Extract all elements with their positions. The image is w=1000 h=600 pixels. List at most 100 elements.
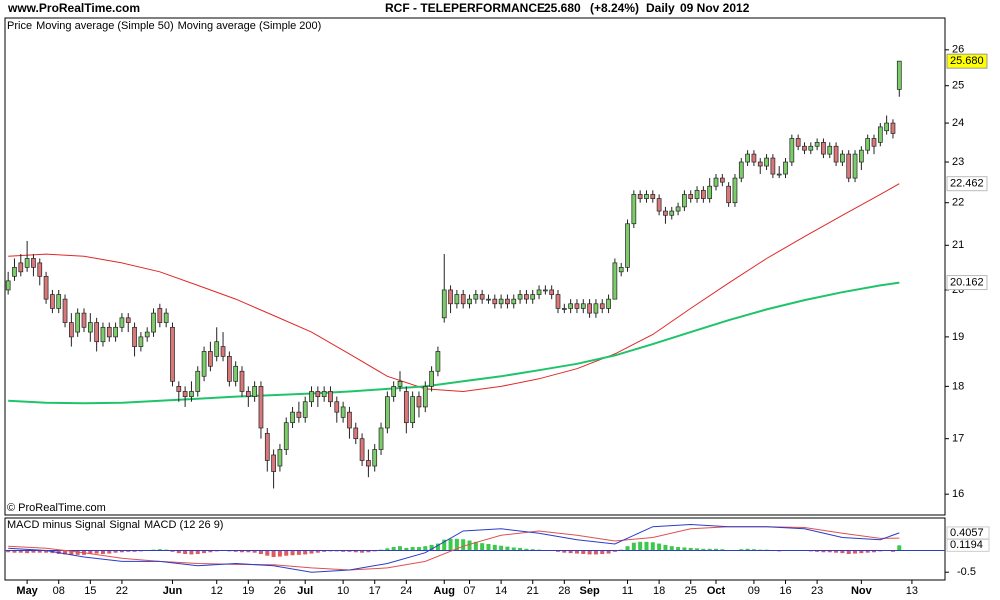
candle-body <box>877 126 883 143</box>
macd-histogram-bar <box>309 550 314 554</box>
x-tick-label: Jun <box>163 585 183 597</box>
x-tick-label: May <box>16 585 38 597</box>
candle-body <box>498 298 504 305</box>
candle-body <box>144 331 150 338</box>
candle-body <box>340 406 346 418</box>
candle-body <box>239 370 245 392</box>
macd-histogram-bar <box>480 543 485 551</box>
macd-histogram-bar <box>581 550 586 554</box>
y-tick-label: 16 <box>952 488 964 500</box>
candle-body <box>663 210 668 216</box>
macd-histogram-bar <box>189 550 194 555</box>
candle-body <box>606 298 611 309</box>
candle-body <box>201 351 207 377</box>
macd-histogram-bar <box>271 550 276 558</box>
macd-histogram-bar <box>347 550 352 552</box>
candle-body <box>599 303 605 309</box>
macd-histogram-bar <box>574 550 579 554</box>
candle-body <box>258 386 264 429</box>
candle-body <box>751 153 757 163</box>
candle-body <box>353 427 359 440</box>
candle-body <box>549 289 555 295</box>
macd-histogram-bar <box>113 550 118 553</box>
candle-body <box>505 298 510 305</box>
candle-body <box>309 391 314 403</box>
candle-body <box>568 303 573 309</box>
candle-body <box>694 189 700 199</box>
macd-histogram-bar <box>435 543 440 551</box>
macd-histogram-bar <box>195 550 200 554</box>
macd-histogram-bar <box>258 550 263 554</box>
candle-body <box>802 145 807 151</box>
candle-body <box>865 138 871 151</box>
macd-histogram-bar <box>707 548 712 551</box>
candle-body <box>37 262 43 277</box>
macd-histogram-bar <box>562 550 567 553</box>
candle-body <box>795 138 801 147</box>
candle-body <box>454 294 460 305</box>
y-tick-label: 18 <box>952 380 964 392</box>
legend-entry: MACD minus Signal <box>7 519 105 531</box>
macd-histogram-bar <box>492 544 497 551</box>
x-tick-label: 13 <box>906 585 918 597</box>
candle-body <box>138 336 144 347</box>
macd-histogram-bar <box>119 550 124 553</box>
x-tick-label: 23 <box>811 585 823 597</box>
macd-histogram-bar <box>296 550 301 555</box>
macd-histogram-bar <box>454 538 459 551</box>
macd-histogram-bar <box>75 550 80 555</box>
candle-body <box>94 322 99 343</box>
candle-body <box>283 422 289 450</box>
candle-body <box>764 157 769 167</box>
macd-histogram-bar <box>353 550 358 553</box>
candle-body <box>125 317 131 323</box>
macd-histogram-bar <box>385 548 390 551</box>
candle-body <box>833 145 839 163</box>
macd-histogram-bar <box>682 547 687 551</box>
macd-histogram-bar <box>606 550 611 554</box>
candle-body <box>132 326 137 347</box>
candle-body <box>397 380 403 387</box>
candle-body <box>656 198 662 212</box>
macd-histogram-bar <box>486 544 491 551</box>
candle-body <box>650 194 656 199</box>
macd-histogram-bar <box>69 550 74 555</box>
macd-histogram-bar <box>751 549 756 551</box>
macd-histogram-bar <box>360 550 365 553</box>
candle-body <box>631 194 637 225</box>
x-tick-label: 28 <box>558 585 570 597</box>
candle-body <box>543 289 548 292</box>
macd-histogram-bar <box>208 550 213 553</box>
ma-value-box <box>946 275 988 291</box>
candle-body <box>846 153 852 179</box>
candle-body <box>637 194 643 199</box>
candle-body <box>682 194 687 208</box>
period: Daily <box>646 1 675 15</box>
candle-body <box>378 427 384 450</box>
macd-histogram-bar <box>600 550 605 554</box>
x-tick-label: 21 <box>527 585 539 597</box>
x-tick-label: 15 <box>84 585 96 597</box>
candle-body <box>707 185 713 199</box>
macd-histogram-bar <box>233 550 238 552</box>
candle-body <box>776 173 782 176</box>
macd-line <box>8 523 900 573</box>
candle-body <box>189 391 194 397</box>
macd-histogram-bar <box>6 550 11 553</box>
x-tick-label: 08 <box>53 585 65 597</box>
macd-histogram-bar <box>890 550 895 552</box>
macd-histogram-bar <box>505 546 510 551</box>
macd-histogram-bar <box>322 550 327 552</box>
ma-value-label: 22.462 <box>950 178 984 190</box>
macd-histogram-bar <box>524 548 529 551</box>
macd-histogram-bar <box>840 550 845 554</box>
macd-histogram-bar <box>467 540 472 551</box>
candle-body <box>448 289 453 305</box>
price-change: (+8.24%) <box>590 1 639 15</box>
x-tick-label: 17 <box>369 585 381 597</box>
candle-body <box>429 370 434 387</box>
candle-body <box>119 317 125 328</box>
macd-histogram-bar <box>341 550 346 552</box>
macd-histogram-bar <box>676 547 681 551</box>
legend-entry: MACD (12 26 9) <box>144 519 223 531</box>
